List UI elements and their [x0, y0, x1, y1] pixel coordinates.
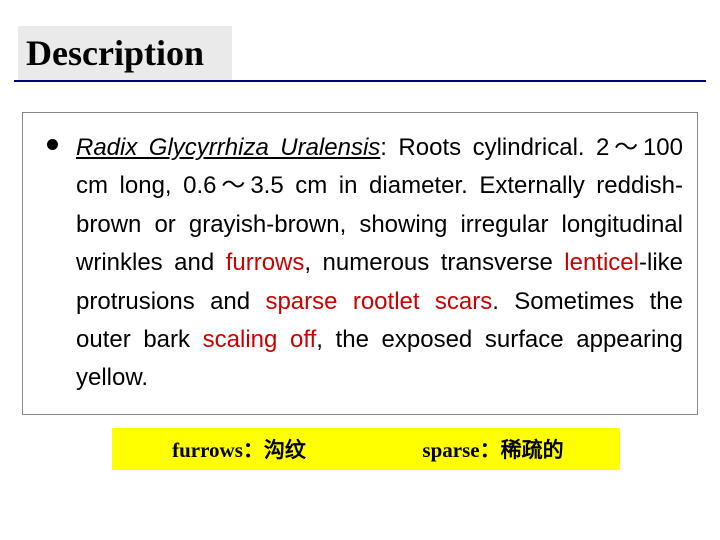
species-sep: : [380, 134, 398, 161]
text-seg-4 [338, 288, 353, 315]
description-box: Radix Glycyrrhiza Uralensis: Roots cylin… [22, 112, 698, 415]
description-paragraph: Radix Glycyrrhiza Uralensis: Roots cylin… [76, 129, 683, 398]
vocab-highlight: furrows：沟纹 sparse：稀疏的 [112, 428, 620, 470]
bullet-row: Radix Glycyrrhiza Uralensis: Roots cylin… [35, 129, 683, 398]
vocab-furrows: furrows：沟纹 [112, 434, 366, 464]
header-band: Description [14, 18, 706, 82]
page-title: Description [18, 26, 232, 80]
term-lenticel: lenticel [564, 249, 639, 276]
vocab-sparse: sparse：稀疏的 [366, 434, 620, 464]
bullet-icon [47, 139, 58, 150]
text-seg-2: , numerous transverse [304, 249, 564, 276]
term-rootlet-scars: rootlet scars [353, 288, 492, 315]
term-scaling-off: scaling off [203, 326, 317, 353]
term-sparse: sparse [265, 288, 337, 315]
term-furrows: furrows [226, 249, 305, 276]
species-name: Radix Glycyrrhiza Uralensis [76, 134, 380, 161]
